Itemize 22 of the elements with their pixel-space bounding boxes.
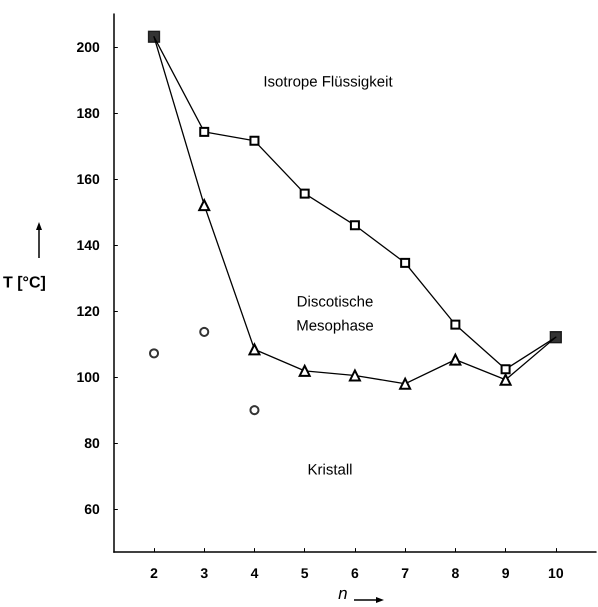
- annotation: Isotrope Flüssigkeit: [263, 74, 394, 90]
- y-tick-label: 180: [76, 105, 100, 122]
- y-tick-label: 80: [84, 435, 100, 452]
- x-tick-label: 5: [300, 565, 309, 582]
- y-tick-label: 100: [76, 369, 100, 386]
- x-tick-label: 6: [351, 565, 360, 582]
- x-tick-label: 9: [502, 565, 510, 582]
- y-tick-label: 120: [76, 303, 100, 320]
- x-tick-label: 10: [548, 565, 564, 582]
- y-tick-label: 60: [84, 501, 100, 518]
- x-tick-label: 4: [250, 565, 259, 582]
- annotation: Discotische Mesophase: [296, 294, 374, 334]
- y-axis-title: T [°C]: [3, 274, 46, 292]
- annotation: Kristall: [307, 462, 353, 478]
- x-axis-title: n: [338, 584, 348, 603]
- x-tick-label: 2: [150, 565, 158, 582]
- x-tick-label: 8: [451, 565, 460, 582]
- y-tick-label: 160: [76, 171, 100, 188]
- y-tick-label: 140: [76, 237, 100, 254]
- x-tick-label: 7: [401, 565, 410, 582]
- x-tick-label: 3: [200, 565, 208, 582]
- y-tick-label: 200: [76, 39, 100, 56]
